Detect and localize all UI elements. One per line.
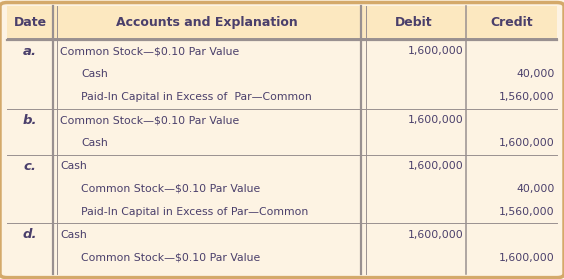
Text: Cash: Cash [60, 161, 87, 171]
Text: Common Stock—$0.10 Par Value: Common Stock—$0.10 Par Value [60, 46, 240, 56]
Text: 1,600,000: 1,600,000 [408, 230, 464, 240]
Text: 40,000: 40,000 [516, 184, 554, 194]
Text: Paid-In Capital in Excess of  Par—Common: Paid-In Capital in Excess of Par—Common [81, 92, 312, 102]
Text: 1,600,000: 1,600,000 [499, 138, 554, 148]
Text: 1,600,000: 1,600,000 [408, 115, 464, 125]
Text: Paid-In Capital in Excess of Par—Common: Paid-In Capital in Excess of Par—Common [81, 207, 309, 217]
Text: 1,600,000: 1,600,000 [499, 253, 554, 263]
Text: d.: d. [23, 229, 37, 241]
Text: Cash: Cash [60, 230, 87, 240]
Text: 1,560,000: 1,560,000 [499, 207, 554, 217]
Text: 40,000: 40,000 [516, 69, 554, 79]
Text: Common Stock—$0.10 Par Value: Common Stock—$0.10 Par Value [60, 115, 240, 125]
Text: Cash: Cash [81, 138, 108, 148]
Text: Common Stock—$0.10 Par Value: Common Stock—$0.10 Par Value [81, 253, 261, 263]
Text: Credit: Credit [490, 16, 532, 29]
Text: Date: Date [14, 16, 47, 29]
Text: b.: b. [23, 114, 37, 127]
Text: 1,560,000: 1,560,000 [499, 92, 554, 102]
Text: Accounts and Explanation: Accounts and Explanation [116, 16, 298, 29]
Text: Cash: Cash [81, 69, 108, 79]
Text: Debit: Debit [395, 16, 433, 29]
Text: 1,600,000: 1,600,000 [408, 161, 464, 171]
Text: c.: c. [24, 160, 37, 172]
FancyBboxPatch shape [0, 3, 564, 278]
Text: Common Stock—$0.10 Par Value: Common Stock—$0.10 Par Value [81, 184, 261, 194]
Text: 1,600,000: 1,600,000 [408, 46, 464, 56]
Bar [7, 6, 557, 40]
Text: a.: a. [23, 45, 37, 57]
